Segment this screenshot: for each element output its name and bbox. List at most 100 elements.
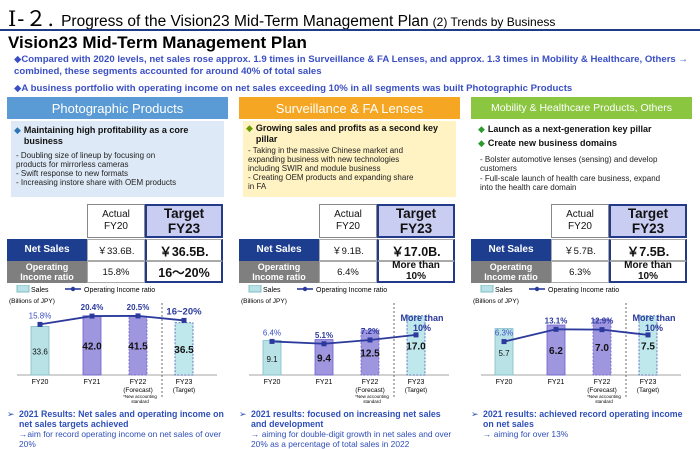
strategy-box: ◆ Growing sales and profits as a second k… [243,121,456,197]
unit-label: (Billions of JPY) [473,298,519,305]
strategy-line: into the health care domain [480,183,577,192]
results-sub: →aim for record operating income on net … [19,429,222,449]
accounting-note: *New accounting [355,394,389,399]
bar-value-label: 9.4 [317,353,331,364]
ratio-label: 12.9% [591,317,614,326]
bar-value-label: 33.6 [32,348,48,357]
segment-chart: Sales Operating Income ratio (Billions of … [471,285,692,407]
actual-sales: ￥5.7B. [551,239,609,261]
ratio-label: 16~20% [166,306,202,317]
segment-header: Surveillance & FA Lenses [239,97,460,119]
x-tick-label: FY23 [408,379,425,386]
target-ratio: More than 10% [609,260,687,283]
ratio-label: 6.4% [263,328,281,337]
ratio-line [39,315,185,326]
legend-sales-label: Sales [31,287,49,294]
ratio-label: 10% [413,323,431,333]
x-tick-sublabel: (Target) [173,387,195,394]
ratio-label: 20.4% [81,303,104,312]
sales-bar [406,315,426,376]
accounting-note: *New accounting [123,394,157,399]
legend-ratio-label: Operating Income ratio [316,287,387,294]
actual-ratio: 15.8% [87,261,145,283]
actual-header: Actual FY20 [551,204,609,238]
ratio-label: 15.8% [29,311,52,320]
bar-value-label: 17.0 [406,341,426,352]
ratio-marker [413,332,419,338]
actual-header: Actual FY20 [319,204,377,238]
accounting-note: standard [595,399,613,404]
x-tick-sublabel: (Target) [405,387,427,394]
bar-value-label: 12.5 [360,348,380,359]
kpi-table: Actual FY20 Target FY23 Net Sales ￥9.1B. ￥… [239,204,460,284]
target-header: Target FY23 [145,204,223,238]
combo-chart: Sales Operating Income ratio (Billions of … [9,285,217,404]
results-note: ➢ 2021 results: achieved record operatin… [471,409,692,449]
x-tick-sublabel: (Target) [637,387,659,394]
key-point: ◆ Create new business domains [478,138,617,148]
ratio-label: More than [632,313,675,323]
actual-header: Actual FY20 [87,204,145,238]
sales-bar [546,324,566,376]
diamond-icon: ◆ [478,138,485,148]
segment-chart: Sales Operating Income ratio (Billions of … [239,285,460,407]
accounting-note: *New accounting [587,394,621,399]
strategy-line: expanding business with new technologies [248,155,400,164]
key-point: ◆ Maintaining high profitability as a cor… [14,125,189,146]
bar-value-label: 7.5 [641,341,655,352]
ratio-marker [645,332,651,338]
legend-ratio-marker [70,286,76,292]
ratio-label: More than [400,313,443,323]
net-sales-label: Net Sales [471,239,551,261]
strategy-line: - Taking in the massive Chinese market a… [248,146,404,155]
legend-ratio-label: Operating Income ratio [548,287,619,294]
bar-value-label: 42.0 [82,341,102,352]
arrow-icon: ➢ [239,409,247,419]
unit-label: (Billions of JPY) [241,298,287,305]
legend-ratio-label: Operating Income ratio [84,287,155,294]
target-header: Target FY23 [609,204,687,238]
page-subtitle: (2) Trends by Business [432,15,556,29]
results-title: 2021 Results: Net sales and operating in… [19,409,224,429]
page-title: Progress of the Vision23 Mid-Term Manage… [61,13,429,30]
ratio-marker [501,339,507,345]
legend-sales-label: Sales [263,287,281,294]
kpi-table: Actual FY20 Target FY23 Net Sales ￥33.6B. … [7,204,228,284]
x-tick-label: FY23 [176,379,193,386]
op-ratio-label: Operating Income ratio [239,261,319,283]
bar-value-label: 41.5 [128,342,148,353]
target-sales: ￥36.5B. [145,239,223,261]
header: Ⅰ-２. Progress of the Vision23 Mid-Term M… [8,3,698,31]
strategy-line: - Full-scale launch of health care busin… [480,174,661,183]
x-tick-label: FY23 [640,379,657,386]
legend-sales-label: Sales [495,287,513,294]
ratio-label: 20.5% [127,303,150,312]
ratio-marker [37,321,43,327]
arrow-icon: ➢ [471,409,479,419]
bar-value-label: 36.5 [174,345,194,356]
accounting-note: standard [363,399,381,404]
x-tick-label: FY20 [32,379,49,386]
ratio-marker [181,317,187,323]
net-sales-label: Net Sales [7,239,87,261]
sales-bar [314,339,334,376]
summary-bullet: ◆Compared with 2020 levels, net sales ro… [14,54,689,77]
x-tick-label: FY21 [548,379,565,386]
ratio-label: 7.2% [361,327,379,336]
target-ratio: 16～20% [145,261,223,283]
ratio-label: 6.3% [495,329,513,338]
summary-bullet: ◆A business portfolio with operating inc… [14,83,573,94]
results-title: 2021 results: focused on increasing net … [251,409,441,429]
x-tick-label: FY22 [362,379,379,386]
legend-sales-swatch [248,285,262,293]
ratio-marker [135,313,141,319]
strategy-box: ◆ Launch as a next-generation key pillar … [475,121,688,197]
actual-ratio: 6.3% [551,261,609,283]
strategy-box: ◆ Maintaining high profitability as a cor… [11,121,224,197]
key-point: ◆ Growing sales and profits as a second k… [246,123,438,144]
results-sub: → aiming for over 13% [483,429,569,439]
bar-value-label: 5.7 [498,349,510,358]
x-tick-sublabel: (Forecast) [355,387,385,394]
ratio-marker [89,313,95,319]
ratio-marker [321,341,327,347]
